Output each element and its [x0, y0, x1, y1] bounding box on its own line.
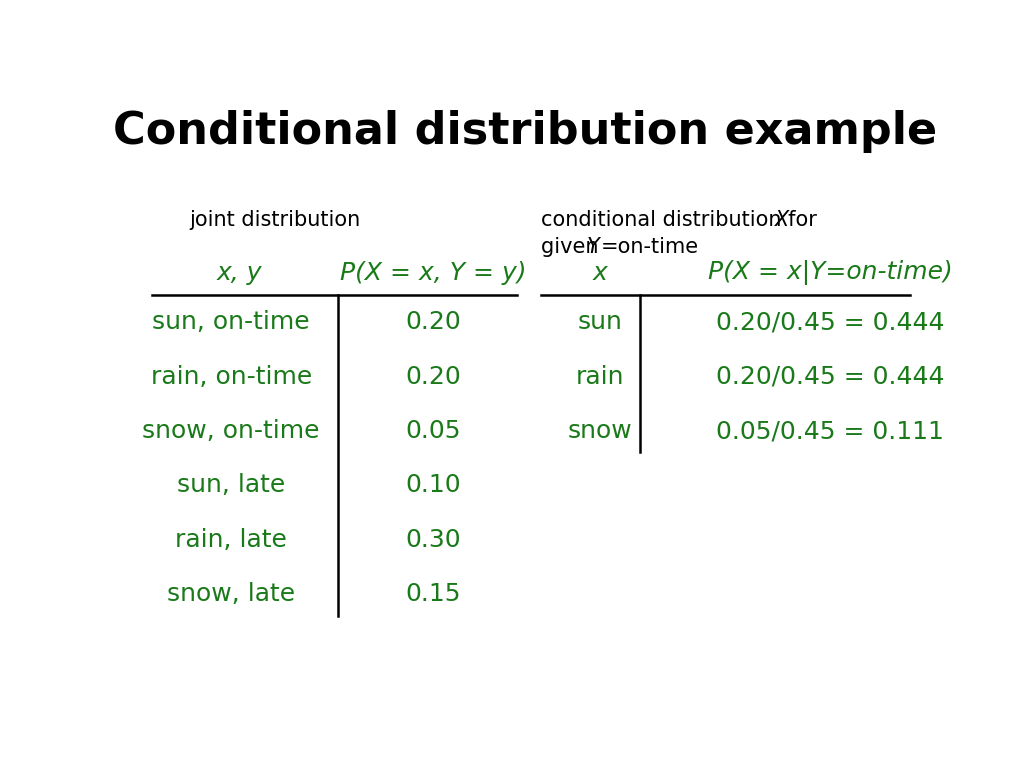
Text: P(X = x|Y=on-time): P(X = x|Y=on-time) — [708, 260, 952, 285]
Text: snow: snow — [568, 419, 633, 443]
Text: 0.20: 0.20 — [406, 310, 462, 334]
Text: rain, on-time: rain, on-time — [151, 365, 311, 389]
Text: sun, on-time: sun, on-time — [153, 310, 310, 334]
Text: snow, late: snow, late — [167, 582, 295, 606]
Text: x, y: x, y — [216, 260, 262, 284]
Text: 0.20: 0.20 — [406, 365, 462, 389]
Text: X: X — [775, 210, 790, 230]
Text: =on-time: =on-time — [601, 237, 699, 257]
Text: x: x — [593, 260, 607, 284]
Text: sun, late: sun, late — [177, 473, 286, 498]
Text: rain, late: rain, late — [175, 528, 287, 552]
Text: 0.20/0.45 = 0.444: 0.20/0.45 = 0.444 — [716, 365, 944, 389]
Text: 0.05: 0.05 — [406, 419, 461, 443]
Text: sun: sun — [578, 310, 623, 334]
Text: given: given — [541, 237, 605, 257]
Text: Y: Y — [587, 237, 599, 257]
Text: snow, on-time: snow, on-time — [142, 419, 319, 443]
Text: conditional distribution for: conditional distribution for — [541, 210, 823, 230]
Text: rain: rain — [575, 365, 625, 389]
Text: 0.20/0.45 = 0.444: 0.20/0.45 = 0.444 — [716, 310, 944, 334]
Text: 0.30: 0.30 — [406, 528, 462, 552]
Text: P(X = x, Y = y): P(X = x, Y = y) — [340, 260, 526, 284]
Text: 0.10: 0.10 — [406, 473, 462, 498]
Text: joint distribution: joint distribution — [189, 210, 360, 230]
Text: 0.15: 0.15 — [406, 582, 461, 606]
Text: 0.05/0.45 = 0.111: 0.05/0.45 = 0.111 — [717, 419, 944, 443]
Text: Conditional distribution example: Conditional distribution example — [113, 110, 937, 153]
